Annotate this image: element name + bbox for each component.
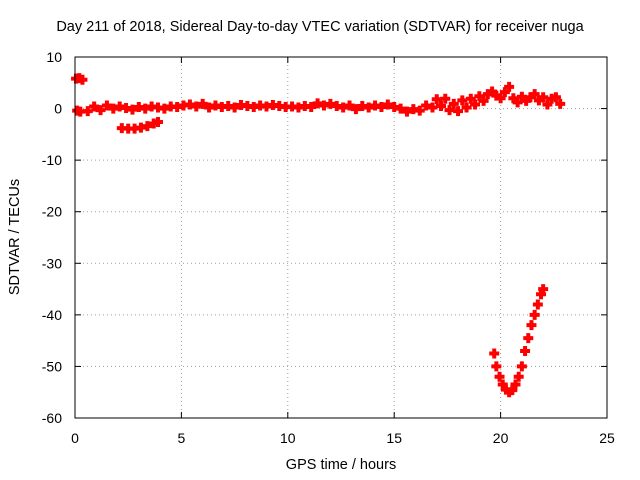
grid-lines (75, 57, 607, 418)
data-point (431, 94, 442, 105)
data-point (523, 333, 534, 344)
data-point (489, 348, 500, 359)
x-tick-label: 15 (386, 430, 402, 446)
data-point (494, 371, 505, 382)
x-tick-label: 0 (71, 430, 79, 446)
chart-title: Day 211 of 2018, Sidereal Day-to-day VTE… (56, 19, 584, 35)
y-tick-label: -50 (42, 358, 62, 374)
data-point (555, 98, 566, 109)
data-point (204, 102, 215, 113)
data-point (526, 320, 537, 331)
x-tick-label: 25 (599, 430, 615, 446)
data-point (77, 74, 88, 85)
data-point (376, 102, 387, 113)
data-point (542, 99, 553, 110)
data-point (421, 100, 432, 111)
data-point (152, 116, 163, 127)
data-point (529, 89, 540, 100)
data-point (82, 106, 93, 117)
data-point (461, 102, 472, 113)
y-tick-label: -60 (42, 410, 62, 426)
data-point (382, 99, 393, 110)
data-point (478, 95, 489, 106)
data-point (453, 106, 464, 117)
data-point (184, 99, 195, 110)
data-point (538, 284, 549, 295)
x-tick-label: 5 (178, 430, 186, 446)
data-point (512, 97, 523, 108)
data-point (395, 103, 406, 114)
data-point (101, 100, 112, 111)
data-point (159, 103, 170, 114)
data-point (532, 299, 543, 310)
data-point (507, 385, 518, 396)
data-point (513, 371, 524, 382)
data-point (529, 309, 540, 320)
data-point (495, 93, 506, 104)
data-points (71, 73, 566, 398)
data-point (89, 101, 100, 112)
data-point (312, 98, 323, 109)
y-tick-label: -30 (42, 255, 62, 271)
data-point (504, 81, 515, 92)
data-point (491, 361, 502, 372)
tick-labels: 0 5 10 15 20 25 10 0 -10 -20 -30 -40 -50 -60 (42, 49, 615, 446)
data-point (325, 98, 336, 109)
plot-frame (74, 56, 608, 419)
data-point (436, 100, 447, 111)
data-point (550, 92, 561, 103)
data-point (401, 106, 412, 117)
y-tick-label: -20 (42, 204, 62, 220)
data-point (448, 98, 459, 109)
x-tick-label: 10 (280, 430, 296, 446)
data-point (229, 102, 240, 113)
data-point (191, 101, 202, 112)
data-point (306, 102, 317, 113)
data-point (414, 105, 425, 116)
data-point (470, 99, 481, 110)
data-point (363, 102, 374, 113)
data-point (520, 345, 531, 356)
data-point (95, 105, 106, 116)
y-tick-label: 0 (54, 101, 62, 117)
data-point (127, 104, 138, 115)
data-point (510, 379, 521, 390)
data-point (197, 98, 208, 109)
y-tick-label: -10 (42, 152, 62, 168)
data-point (108, 103, 119, 114)
data-point (344, 100, 355, 111)
data-point (427, 102, 438, 113)
y-axis-label: SDTVAR / TECUs (7, 178, 23, 296)
axis-ticks (74, 56, 608, 419)
data-point (142, 121, 153, 132)
data-point (538, 92, 549, 103)
x-axis-label: GPS time / hours (285, 457, 397, 473)
x-tick-label: 20 (493, 430, 509, 446)
data-point (440, 93, 451, 104)
y-tick-label: -40 (42, 307, 62, 323)
data-point (338, 102, 349, 113)
data-point (457, 95, 468, 106)
data-point (516, 361, 527, 372)
data-point (444, 105, 455, 116)
data-point (350, 104, 361, 115)
data-point (465, 93, 476, 104)
y-tick-label: 10 (46, 49, 62, 65)
data-point (140, 103, 151, 114)
